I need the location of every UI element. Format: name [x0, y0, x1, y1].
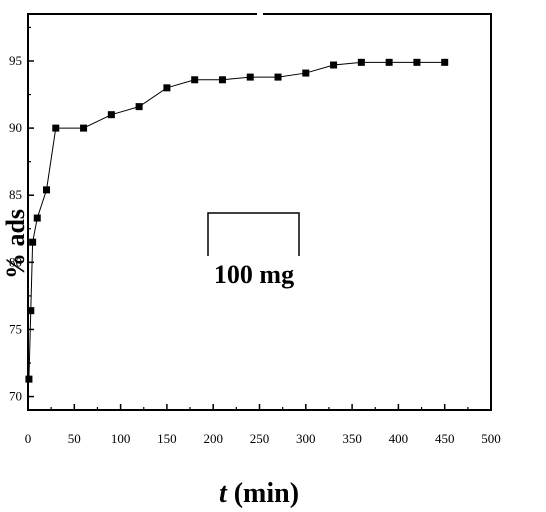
data-point [135, 103, 143, 111]
plot-frame [27, 13, 492, 411]
data-point [246, 73, 254, 81]
data-point [191, 76, 199, 84]
data-point [357, 58, 365, 66]
data-point [441, 58, 449, 66]
x-tick-label: 300 [296, 431, 316, 446]
x-tick-label: 350 [342, 431, 362, 446]
data-point [163, 84, 171, 92]
x-axis-title-variable: t [219, 478, 228, 509]
data-point [330, 61, 338, 69]
data-point [80, 124, 88, 132]
x-tick-label: 400 [389, 431, 409, 446]
plot-frame-gap [257, 12, 263, 16]
legend: 100 mg [207, 212, 300, 289]
x-tick-label: 150 [157, 431, 177, 446]
y-tick-label: 70 [9, 389, 22, 404]
data-point [274, 73, 282, 81]
x-tick-label: 250 [250, 431, 270, 446]
legend-bracket [207, 212, 300, 256]
x-axis-ticks: 0 50 100 150 200 250 300 350 400 450 500 [25, 404, 501, 446]
data-point [29, 238, 37, 246]
x-tick-label: 50 [68, 431, 81, 446]
data-point [43, 186, 51, 194]
x-axis-title: t (min) [219, 478, 299, 509]
data-point [302, 69, 310, 77]
data-point [385, 58, 393, 66]
y-axis-title: % ads [1, 209, 30, 279]
data-point [25, 375, 33, 383]
x-axis-title-unit: (min) [227, 478, 299, 509]
legend-label: 100 mg [214, 260, 294, 289]
x-tick-label: 500 [481, 431, 501, 446]
data-point [413, 58, 421, 66]
data-point [218, 76, 226, 84]
data-point [52, 124, 60, 132]
series-line [28, 61, 445, 380]
y-axis-ticks: 70 75 80 85 90 95 [9, 26, 34, 404]
x-tick-label: 200 [203, 431, 223, 446]
y-tick-label: 75 [9, 321, 22, 336]
x-tick-label: 0 [25, 431, 32, 446]
series-group [25, 58, 449, 383]
y-tick-label: 80 [9, 254, 22, 269]
data-point [33, 214, 41, 222]
y-tick-label: 95 [9, 53, 22, 68]
x-tick-label: 100 [111, 431, 131, 446]
y-tick-label: 85 [9, 187, 22, 202]
frame-gap-mark [257, 12, 263, 16]
data-point [27, 307, 35, 315]
y-tick-label: 90 [9, 120, 22, 135]
x-tick-label: 450 [435, 431, 455, 446]
data-point [107, 111, 115, 119]
